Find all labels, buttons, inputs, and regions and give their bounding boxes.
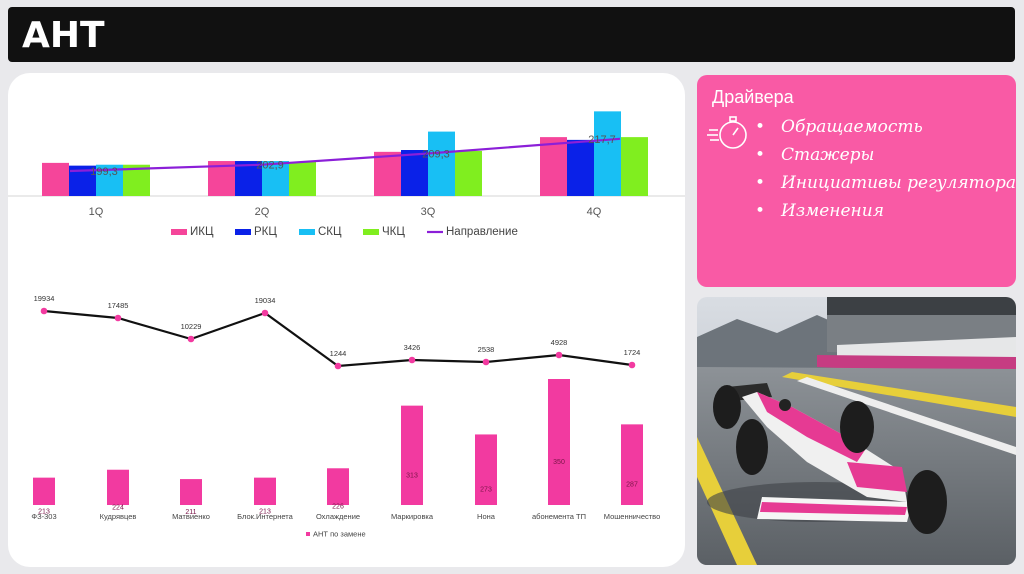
bar: [42, 162, 69, 196]
x-tick-label: 3Q: [421, 206, 436, 218]
page-title: АНТ: [22, 15, 105, 56]
trend-data-label: 209,3: [422, 149, 450, 161]
line-data-label: 3426: [404, 343, 421, 352]
line-data-label: 4928: [551, 338, 568, 347]
trend-data-label: 217,7: [588, 134, 616, 146]
bar: [540, 137, 567, 196]
race-car: [707, 383, 947, 534]
drivers-panel: Драйвера • Обращаемость • Стажеры • Инициат…: [697, 75, 1016, 287]
x-tick-label: Блок.Интернета: [237, 512, 293, 521]
bar: [180, 479, 202, 505]
legend-label: АНТ по замене: [313, 530, 366, 539]
bar: [475, 434, 497, 505]
x-tick-label: Матвиенко: [172, 512, 210, 521]
drivers-title: Драйвера: [712, 87, 794, 107]
line-data-label: 17485: [108, 301, 129, 310]
trend-line: [69, 137, 621, 173]
bar: [33, 477, 55, 505]
bar: [455, 150, 482, 196]
x-tick-label: Кудрявцев: [100, 512, 137, 521]
bar: [262, 161, 289, 196]
legend-label: СКЦ: [318, 226, 342, 238]
x-tick-label: 2Q: [255, 206, 270, 218]
bar-data-label: 211: [185, 509, 196, 516]
line-data-label: 19034: [255, 296, 276, 305]
trend-data-label: 202,9: [256, 160, 284, 172]
line-data-label: 10229: [181, 322, 202, 331]
bar: [548, 379, 570, 505]
race-car-image: [697, 297, 1016, 565]
x-tick-label: Охлаждение: [316, 512, 360, 521]
x-tick-label: Мошенничество: [604, 512, 661, 521]
bar: [401, 405, 423, 505]
header-bar: АНТ: [8, 7, 1015, 62]
drivers-item: • Стажеры: [755, 145, 875, 165]
line-marker: [408, 356, 416, 364]
line-marker: [40, 307, 48, 315]
bar: [254, 477, 276, 505]
line-data-label: 1244: [330, 349, 347, 358]
legend-swatch: [171, 229, 187, 235]
bar: [401, 150, 428, 196]
bar-data-label: 287: [626, 482, 638, 489]
stopwatch-icon: [707, 116, 747, 149]
bar: [107, 469, 129, 505]
bar-data-label: 350: [553, 459, 565, 466]
legend-swatch: [363, 229, 379, 235]
bar: [621, 424, 643, 505]
trend-data-label: 199,3: [90, 166, 118, 178]
bar-data-label: 213: [259, 508, 271, 515]
line-marker: [114, 314, 122, 322]
bar: [327, 468, 349, 505]
bar-data-label: 313: [406, 472, 418, 479]
line-marker: [334, 362, 342, 370]
bar-data-label: 273: [480, 487, 492, 494]
bar: [621, 137, 648, 196]
x-tick-label: 1Q: [89, 206, 104, 218]
x-tick-label: ФЗ-303: [31, 512, 56, 521]
x-tick-label: Нона: [477, 512, 496, 521]
bar-data-label: 226: [332, 504, 344, 511]
legend-label: РКЦ: [254, 226, 277, 238]
bar: [289, 161, 316, 196]
bar: [235, 161, 262, 196]
bar-data-label: 213: [38, 508, 50, 515]
legend-swatch: [235, 229, 251, 235]
line-marker: [555, 351, 563, 359]
legend-swatch: [306, 532, 310, 536]
x-tick-label: Маркировка: [391, 512, 434, 521]
drivers-item: • Изменения: [755, 201, 884, 221]
drivers-item: • Инициативы регулятора: [755, 173, 1017, 193]
legend-label: ЧКЦ: [382, 226, 405, 238]
legend-label: ИКЦ: [190, 226, 214, 238]
x-tick-label: абонемента ТП: [532, 512, 586, 521]
line-marker: [187, 335, 195, 343]
line-data-label: 1724: [624, 348, 641, 357]
bar: [374, 151, 401, 196]
line-data-label: 2538: [478, 345, 495, 354]
line-data-label: 19934: [34, 294, 55, 303]
drivers-list: • Обращаемость • Стажеры • Инициативы регул…: [755, 113, 1016, 225]
line-marker: [482, 358, 490, 366]
bar: [594, 111, 621, 196]
bar: [428, 131, 455, 196]
charts-svg: 199,3 202,9 209,3 217,7 1Q 2Q 3Q 4Q ИКЦ РКЦ СКЦ ЧКЦ…: [8, 111, 685, 539]
line-marker: [261, 309, 269, 317]
legend-swatch: [299, 229, 315, 235]
bar-data-label: 224: [112, 504, 124, 511]
charts-panel: 199,3 202,9 209,3 217,7 1Q 2Q 3Q 4Q ИКЦ РКЦ СКЦ ЧКЦ…: [8, 73, 685, 567]
legend-label: Направление: [446, 226, 518, 238]
race-car-illustration: [697, 297, 1016, 565]
bar: [567, 139, 594, 196]
line-marker: [628, 361, 636, 369]
x-tick-label: 4Q: [587, 206, 602, 218]
drivers-item: • Обращаемость: [755, 117, 923, 137]
